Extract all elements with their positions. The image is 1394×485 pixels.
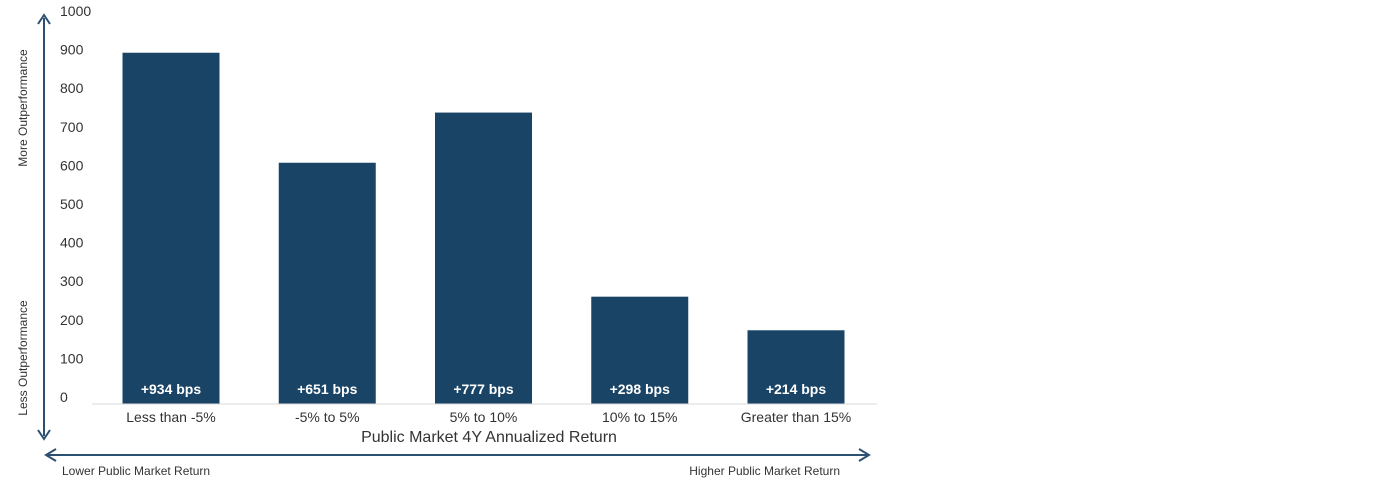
- category-label: Less than -5%: [126, 409, 216, 425]
- x-arrow-right-label: Higher Public Market Return: [689, 464, 840, 478]
- bar: [122, 52, 220, 405]
- bar: [591, 296, 689, 404]
- bar-data-label: +214 bps: [766, 381, 827, 397]
- category-labels: Less than -5% -5% to 5% 5% to 10% 10% to 15…: [126, 409, 851, 425]
- x-arrow-left-label: Lower Public Market Return: [62, 464, 210, 478]
- bar: [435, 112, 532, 404]
- category-label: -5% to 5%: [295, 409, 360, 425]
- category-label: 10% to 15%: [602, 409, 678, 425]
- y-tick-label: 300: [60, 273, 84, 289]
- y-axis-ticks: 0 100 200 300 400 500 600 700 800 900 1000: [60, 3, 91, 405]
- y-tick-label: 1000: [60, 3, 91, 19]
- y-tick-label: 200: [60, 312, 84, 328]
- y-tick-label: 400: [60, 235, 84, 251]
- bars: +934 bps +651 bps +777 bps +298 bps +214 bps: [122, 52, 845, 405]
- y-tick-label: 100: [60, 350, 84, 366]
- horizontal-arrow: [44, 448, 871, 462]
- y-label-top: More Outperformance: [16, 49, 30, 167]
- category-label: 5% to 10%: [450, 409, 518, 425]
- bar-data-label: +934 bps: [141, 381, 202, 397]
- y-tick-label: 800: [60, 80, 84, 96]
- y-tick-label: 0: [60, 389, 68, 405]
- bar: [747, 330, 845, 404]
- y-tick-label: 700: [60, 119, 84, 135]
- y-label-bottom: Less Outperformance: [16, 300, 30, 416]
- bar-data-label: +651 bps: [297, 381, 358, 397]
- y-tick-label: 900: [60, 42, 84, 58]
- bar-data-label: +298 bps: [610, 381, 671, 397]
- bar-data-label: +777 bps: [453, 381, 514, 397]
- bar: [278, 162, 376, 404]
- vertical-arrow: [37, 13, 51, 441]
- y-tick-label: 500: [60, 196, 84, 212]
- y-tick-label: 600: [60, 157, 84, 173]
- category-label: Greater than 15%: [741, 409, 852, 425]
- x-axis-title: Public Market 4Y Annualized Return: [361, 429, 617, 446]
